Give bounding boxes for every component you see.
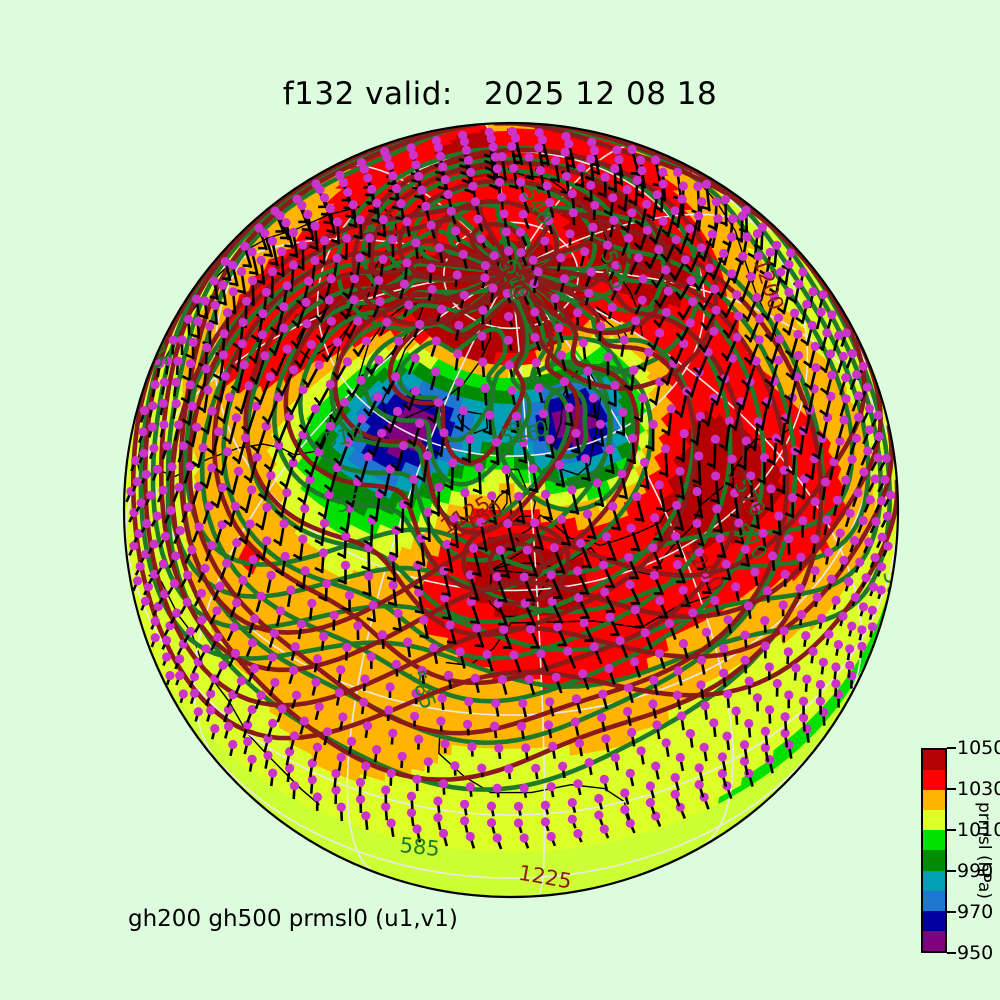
prmsl-cell xyxy=(517,768,532,780)
prmsl-cell xyxy=(477,843,492,852)
prmsl-cell xyxy=(490,844,505,853)
prmsl-cell xyxy=(513,455,523,470)
prmsl-cell xyxy=(491,468,501,484)
prmsl-cell xyxy=(478,713,493,727)
prmsl-cell xyxy=(483,602,496,617)
prmsl-cell xyxy=(503,844,519,853)
prmsl-cell xyxy=(530,829,546,839)
prmsl-cell xyxy=(530,843,545,852)
prmsl-cell xyxy=(503,837,519,846)
prmsl-cell xyxy=(498,137,508,143)
prmsl-cell xyxy=(477,746,492,759)
prmsl-cell xyxy=(517,844,532,853)
page-title: f132 valid: 2025 12 08 18 xyxy=(282,76,718,112)
prmsl-cell xyxy=(476,829,492,839)
prmsl-cell xyxy=(504,703,518,716)
prmsl-cell xyxy=(503,747,519,760)
prmsl-cell xyxy=(451,744,466,757)
prmsl-cell xyxy=(503,830,519,839)
prmsl-cell xyxy=(464,756,479,769)
prmsl-cell xyxy=(478,701,493,716)
prmsl-cell xyxy=(530,836,545,846)
prmsl-cell xyxy=(477,836,492,846)
